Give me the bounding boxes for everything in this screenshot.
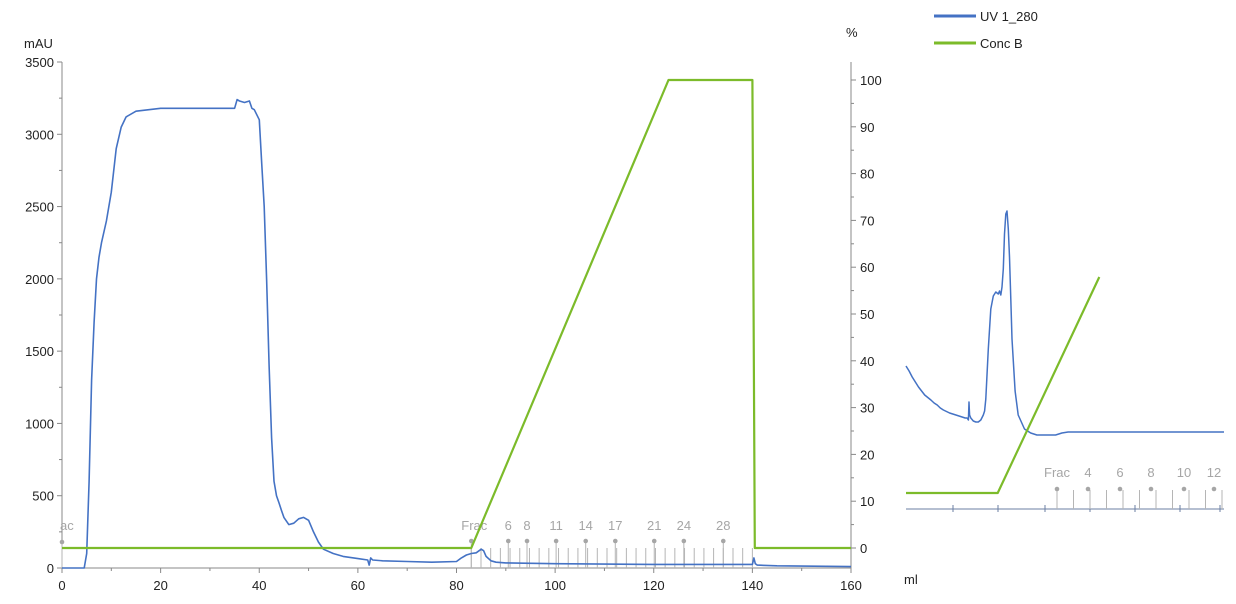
inset-fraction-dot (1211, 486, 1217, 492)
left-y-tick-label: 2000 (25, 272, 54, 287)
inset-fraction-dot (1148, 486, 1154, 492)
fraction-dot (583, 538, 588, 544)
inset-fraction-dot (1117, 486, 1123, 492)
legend-label-conc-b: Conc B (980, 36, 1023, 51)
inset-series-group (905, 210, 1224, 495)
right-y-tick-label: 70 (860, 213, 874, 228)
left-y-tick-label: 0 (47, 561, 54, 576)
fraction-dot (681, 538, 687, 544)
main-series-group (62, 78, 852, 569)
x-tick-label: 60 (351, 578, 365, 593)
fraction-number: 17 (608, 518, 622, 533)
series-line-uv-1-280 (62, 98, 852, 569)
legend-label-uv: UV 1_280 (980, 9, 1038, 24)
x-tick-label: 100 (544, 578, 566, 593)
x-axis-ticks: 0 20 40 60 80 100 120 140 160 (58, 568, 862, 593)
left-y-tick-label: 3500 (25, 55, 54, 70)
right-y-axis-ticks: 0 10 20 30 40 50 60 70 80 90 100 (851, 73, 882, 556)
fraction-dot (553, 538, 559, 544)
inset-fraction-dot (1181, 486, 1187, 492)
main-axes: 0 20 40 60 80 100 120 140 160 050010001500200025… (25, 55, 882, 593)
left-y-axis-ticks: 0 500 1000 1500 2000 2500 3000 3500 (25, 55, 62, 576)
inset-series-line-conc-b (906, 276, 1101, 495)
series-line-conc-b (62, 78, 851, 550)
fraction-dot (612, 538, 618, 544)
inset-fraction-number: 10 (1177, 465, 1191, 480)
right-y-tick-label: 10 (860, 494, 874, 509)
fraction-number: 24 (677, 518, 691, 533)
fraction-number: 11 (549, 518, 563, 533)
left-y-tick-label: 500 (32, 489, 54, 504)
fraction-dot (505, 538, 511, 544)
inset-fraction-label: Frac (1044, 465, 1071, 480)
x-tick-label: 120 (643, 578, 665, 593)
right-y-tick-label: 100 (860, 73, 882, 88)
inset-fraction-start-dot (1054, 486, 1060, 492)
right-y-axis-title: % (846, 25, 858, 40)
right-y-tick-label: 0 (860, 541, 867, 556)
right-y-tick-label: 50 (860, 307, 874, 322)
right-y-tick-label: 60 (860, 260, 874, 275)
left-y-tick-label: 1000 (25, 416, 54, 431)
right-y-tick-label: 80 (860, 167, 874, 182)
zoom-inset: Frac 4 6 8 10 12 (905, 210, 1224, 512)
x-tick-label: 20 (153, 578, 167, 593)
inset-fraction-number: 6 (1116, 465, 1123, 480)
inset-fraction-number: 4 (1084, 465, 1091, 480)
left-y-axis-title: mAU (24, 36, 53, 51)
fraction-number: 8 (523, 518, 530, 533)
fraction-dot (524, 538, 530, 544)
legend: UV 1_280 Conc B (934, 9, 1038, 51)
inset-series-line-uv-1-280 (905, 210, 1224, 436)
fraction-number: 14 (578, 518, 592, 533)
fraction-start-dot (468, 538, 474, 544)
right-y-tick-label: 20 (860, 447, 874, 462)
left-y-tick-label: 3000 (25, 127, 54, 142)
inset-fraction-dot (1085, 486, 1091, 492)
left-y-tick-label: 2500 (25, 200, 54, 215)
fraction-number: 6 (505, 518, 512, 533)
x-tick-label: 140 (742, 578, 764, 593)
x-tick-label: 80 (449, 578, 463, 593)
right-y-tick-label: 40 (860, 354, 874, 369)
right-y-tick-label: 90 (860, 120, 874, 135)
fraction-dot (720, 538, 726, 544)
x-tick-label: 40 (252, 578, 266, 593)
fraction-number: 21 (647, 518, 661, 533)
fraction-dot (651, 538, 657, 544)
x-tick-label: 0 (58, 578, 65, 593)
injection-marker-dot (59, 539, 65, 545)
inset-fraction-markers: Frac 4 6 8 10 12 (1044, 465, 1223, 509)
inset-fraction-number: 8 (1147, 465, 1154, 480)
fraction-number: 28 (716, 518, 730, 533)
inset-fraction-number: 12 (1207, 465, 1221, 480)
right-y-tick-label: 30 (860, 401, 874, 416)
x-axis-title: ml (904, 572, 918, 587)
x-tick-label: 160 (840, 578, 862, 593)
injection-marker-label: ac (60, 518, 74, 533)
left-y-tick-label: 1500 (25, 344, 54, 359)
